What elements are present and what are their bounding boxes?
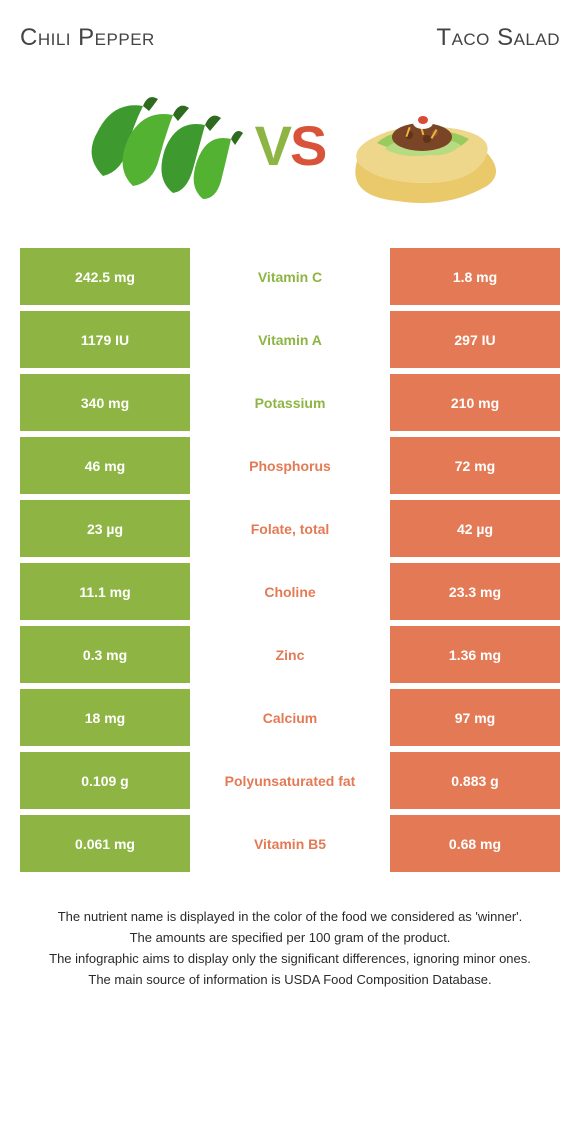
left-value: 11.1 mg (20, 563, 190, 620)
nutrient-row: 0.061 mgVitamin B50.68 mg (20, 815, 560, 872)
nutrient-row: 1179 IUVitamin A297 IU (20, 311, 560, 368)
left-food-title: Chili pepper (20, 24, 155, 52)
right-value: 97 mg (390, 689, 560, 746)
right-value: 297 IU (390, 311, 560, 368)
left-value: 23 µg (20, 500, 190, 557)
footnote-line: The main source of information is USDA F… (26, 971, 554, 990)
left-value: 242.5 mg (20, 248, 190, 305)
right-food-title: Taco salad (436, 24, 560, 52)
right-value: 210 mg (390, 374, 560, 431)
right-value: 1.8 mg (390, 248, 560, 305)
images-row: VS (20, 76, 560, 216)
left-value: 18 mg (20, 689, 190, 746)
vs-s: S (290, 114, 325, 177)
right-value: 23.3 mg (390, 563, 560, 620)
nutrient-name: Zinc (190, 626, 390, 683)
right-value: 72 mg (390, 437, 560, 494)
nutrient-name: Vitamin C (190, 248, 390, 305)
nutrient-name: Polyunsaturated fat (190, 752, 390, 809)
nutrient-name: Vitamin B5 (190, 815, 390, 872)
nutrient-row: 242.5 mgVitamin C1.8 mg (20, 248, 560, 305)
nutrient-name: Choline (190, 563, 390, 620)
nutrient-table: 242.5 mgVitamin C1.8 mg1179 IUVitamin A2… (20, 248, 560, 872)
nutrient-row: 0.109 gPolyunsaturated fat0.883 g (20, 752, 560, 809)
nutrient-name: Phosphorus (190, 437, 390, 494)
footnotes: The nutrient name is displayed in the co… (20, 908, 560, 989)
nutrient-row: 0.3 mgZinc1.36 mg (20, 626, 560, 683)
right-value: 1.36 mg (390, 626, 560, 683)
footnote-line: The infographic aims to display only the… (26, 950, 554, 969)
nutrient-row: 46 mgPhosphorus72 mg (20, 437, 560, 494)
right-value: 0.883 g (390, 752, 560, 809)
footnote-line: The amounts are specified per 100 gram o… (26, 929, 554, 948)
left-value: 0.3 mg (20, 626, 190, 683)
nutrient-name: Calcium (190, 689, 390, 746)
title-row: Chili pepper Taco salad (20, 24, 560, 52)
vs-v: V (255, 114, 290, 177)
nutrient-name: Vitamin A (190, 311, 390, 368)
left-value: 1179 IU (20, 311, 190, 368)
vs-label: VS (255, 118, 326, 174)
nutrient-name: Potassium (190, 374, 390, 431)
nutrient-row: 23 µgFolate, total42 µg (20, 500, 560, 557)
taco-salad-image (337, 81, 507, 211)
left-value: 340 mg (20, 374, 190, 431)
footnote-line: The nutrient name is displayed in the co… (26, 908, 554, 927)
right-value: 0.68 mg (390, 815, 560, 872)
chili-pepper-image (73, 81, 243, 211)
left-value: 0.061 mg (20, 815, 190, 872)
nutrient-row: 18 mgCalcium97 mg (20, 689, 560, 746)
nutrient-row: 340 mgPotassium210 mg (20, 374, 560, 431)
left-value: 0.109 g (20, 752, 190, 809)
nutrient-name: Folate, total (190, 500, 390, 557)
nutrient-row: 11.1 mgCholine23.3 mg (20, 563, 560, 620)
right-value: 42 µg (390, 500, 560, 557)
left-value: 46 mg (20, 437, 190, 494)
